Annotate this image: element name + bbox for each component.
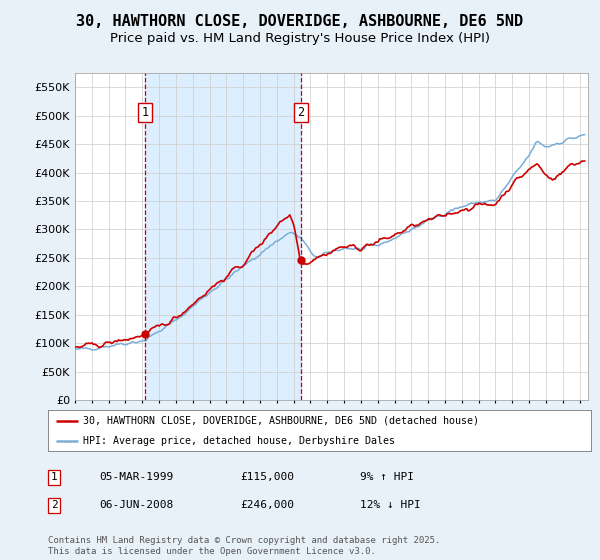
Text: 9% ↑ HPI: 9% ↑ HPI (360, 472, 414, 482)
Text: HPI: Average price, detached house, Derbyshire Dales: HPI: Average price, detached house, Derb… (83, 436, 395, 446)
Text: 30, HAWTHORN CLOSE, DOVERIDGE, ASHBOURNE, DE6 5ND (detached house): 30, HAWTHORN CLOSE, DOVERIDGE, ASHBOURNE… (83, 416, 479, 426)
Text: Contains HM Land Registry data © Crown copyright and database right 2025.
This d: Contains HM Land Registry data © Crown c… (48, 536, 440, 556)
Text: 1: 1 (142, 106, 149, 119)
Text: 05-MAR-1999: 05-MAR-1999 (99, 472, 173, 482)
Text: 2: 2 (297, 106, 304, 119)
Text: £246,000: £246,000 (240, 500, 294, 510)
Text: 06-JUN-2008: 06-JUN-2008 (99, 500, 173, 510)
Text: Price paid vs. HM Land Registry's House Price Index (HPI): Price paid vs. HM Land Registry's House … (110, 32, 490, 45)
Bar (145, 73, 301, 400)
Text: 1: 1 (50, 472, 58, 482)
Text: 12% ↓ HPI: 12% ↓ HPI (360, 500, 421, 510)
Text: 2: 2 (50, 500, 58, 510)
Text: £115,000: £115,000 (240, 472, 294, 482)
Text: 30, HAWTHORN CLOSE, DOVERIDGE, ASHBOURNE, DE6 5ND: 30, HAWTHORN CLOSE, DOVERIDGE, ASHBOURNE… (76, 14, 524, 29)
